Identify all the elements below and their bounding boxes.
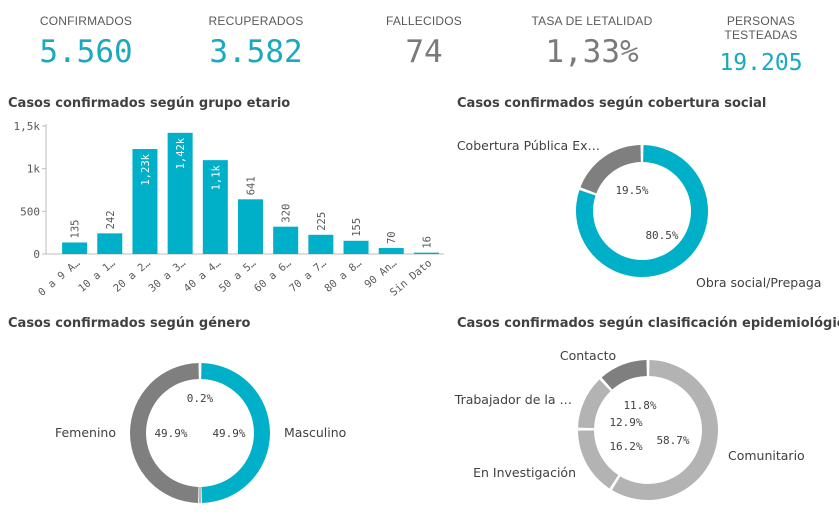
slice-percent-label: 49.9% — [154, 427, 187, 440]
bar — [273, 226, 299, 254]
kpi-deceased-value: 74 — [405, 34, 443, 70]
kpi-confirmed-label: CONFIRMADOS — [39, 14, 133, 28]
donut-slice — [201, 363, 270, 503]
bar-data-label: 16 — [421, 236, 433, 249]
slice-name-label: Femenino — [55, 425, 116, 440]
gender-chart-title: Casos confirmados según género — [8, 316, 251, 331]
slice-name-label: Cobertura Pública Ex… — [457, 138, 600, 153]
bar — [378, 248, 404, 254]
donut-slice — [578, 430, 619, 489]
kpi-confirmed: CONFIRMADOS 5.560 — [26, 14, 146, 70]
slice-name-label: Masculino — [284, 425, 346, 440]
donut-slice — [198, 486, 202, 503]
slice-percent-label: 19.5% — [615, 184, 648, 197]
x-tick-label: 0 a 9 A… — [36, 257, 82, 299]
slice-percent-label: 16.2% — [609, 440, 642, 453]
kpi-lethality-label: TASA DE LETALIDAD — [531, 14, 653, 28]
kpi-lethality-value: 1,33% — [545, 34, 639, 70]
x-tick-label: 20 a 2… — [111, 257, 153, 295]
bar — [62, 242, 88, 254]
donut-slice — [601, 360, 647, 390]
slice-percent-label: 80.5% — [645, 229, 678, 242]
y-tick-label: 0 — [33, 248, 40, 261]
x-tick-label: 50 a 5… — [217, 257, 259, 295]
donut-slice — [578, 379, 611, 429]
bar-data-label: 135 — [70, 220, 82, 239]
slice-percent-label: 49.9% — [212, 427, 245, 440]
kpi-deceased-label: FALLECIDOS — [385, 14, 463, 28]
bar-data-label: 641 — [246, 176, 258, 195]
slice-name-label: Comunitario — [728, 448, 805, 463]
kpi-recovered-label: RECUPERADOS — [208, 14, 304, 28]
donut-slice — [130, 363, 199, 503]
x-tick-label: 70 a 7… — [287, 257, 329, 295]
coverage-chart-title: Casos confirmados según cobertura social — [457, 96, 767, 111]
kpi-tested-label: PERSONAS TESTEADAS — [724, 14, 798, 42]
bar-data-label: 70 — [386, 231, 398, 244]
slice-name-label: Contacto — [560, 348, 616, 363]
donut-slice — [580, 145, 641, 194]
bar-data-label: 155 — [351, 218, 363, 237]
bar-data-label: 320 — [281, 204, 293, 223]
kpi-tested: PERSONAS TESTEADAS 19.205 — [693, 14, 829, 76]
x-tick-label: 40 a 4… — [182, 257, 224, 295]
bar-data-label: 225 — [316, 212, 328, 231]
y-tick-label: 1k — [27, 163, 41, 176]
x-tick-label: 60 a 6… — [252, 257, 294, 295]
bar — [97, 233, 123, 254]
y-tick-label: 1,5k — [14, 120, 41, 133]
kpi-lethality: TASA DE LETALIDAD 1,33% — [522, 14, 662, 70]
slice-percent-label: 0.2% — [187, 392, 214, 405]
slice-percent-label: 58.7% — [656, 434, 689, 447]
bar — [343, 240, 369, 254]
x-tick-label: 80 a 8… — [322, 257, 364, 295]
bar — [202, 160, 228, 254]
bar — [308, 234, 334, 254]
bar-data-label: 1,1k — [210, 164, 222, 190]
kpi-tested-value: 19.205 — [719, 50, 803, 76]
slice-percent-label: 12.9% — [609, 416, 642, 429]
donut-slice — [612, 360, 718, 501]
kpi-recovered-value: 3.582 — [209, 34, 303, 70]
y-tick-label: 500 — [20, 205, 40, 218]
epi-chart-title: Casos confirmados según clasificación ep… — [457, 316, 839, 331]
slice-percent-label: 11.8% — [623, 399, 656, 412]
bar-data-label: 1,23k — [140, 153, 152, 185]
age-chart-title: Casos confirmados según grupo etario — [8, 96, 291, 111]
slice-name-label: Obra social/Prepaga — [696, 275, 821, 290]
bar — [167, 132, 193, 254]
slice-name-label: Trabajador de la … — [454, 392, 572, 407]
bar-data-label: 1,42k — [175, 137, 187, 169]
kpi-recovered: RECUPERADOS 3.582 — [196, 14, 316, 70]
bar-data-label: 242 — [105, 210, 117, 229]
x-tick-label: 10 a 1… — [76, 257, 118, 295]
slice-name-label: En Investigación — [473, 465, 576, 480]
x-tick-label: 30 a 3… — [146, 257, 188, 295]
kpi-confirmed-value: 5.560 — [39, 34, 133, 70]
bar — [238, 199, 263, 254]
kpi-deceased: FALLECIDOS 74 — [364, 14, 484, 70]
bar — [132, 149, 158, 254]
bar — [413, 252, 439, 254]
